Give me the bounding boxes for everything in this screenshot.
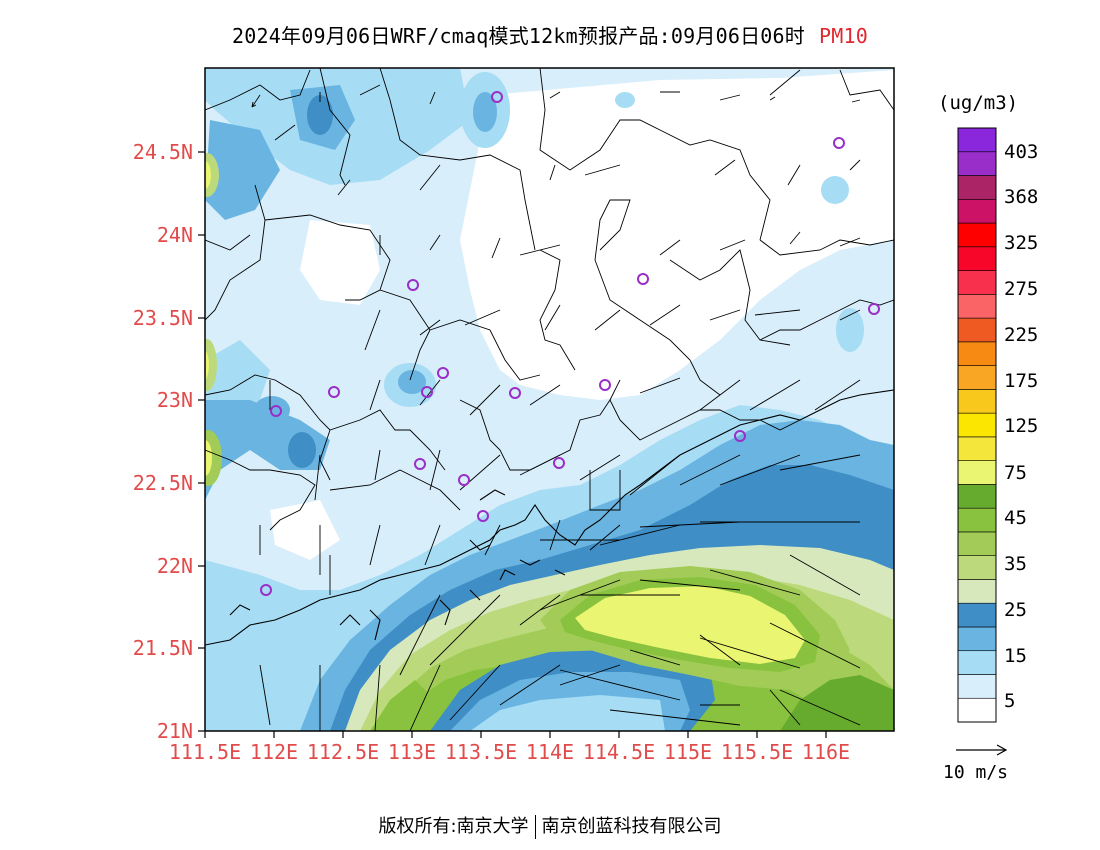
colorbar-swatch: [957, 317, 997, 343]
colorbar-frame: [957, 127, 997, 723]
colorbar-swatch: [957, 579, 997, 604]
colorbar-swatch: [957, 246, 997, 271]
colorbar-label: 225: [1004, 324, 1039, 346]
colorbar-swatch: [957, 412, 997, 438]
title-variable: PM10: [818, 24, 868, 48]
colorbar-label: 275: [1004, 278, 1039, 300]
colorbar-swatch: [957, 460, 997, 485]
colorbar-swatch: [957, 365, 997, 390]
coastline: [205, 389, 894, 646]
colorbar-label: 403: [1004, 141, 1039, 163]
copyright-separator: [534, 815, 536, 839]
colorbar-swatch: [957, 626, 997, 652]
x-tick-label: 113.5E: [444, 740, 518, 764]
colorbar-label: 368: [1004, 186, 1039, 208]
colorbar-swatch: [957, 198, 997, 224]
colorbar-swatch: [957, 697, 997, 723]
x-tick-label: 114.5E: [582, 740, 656, 764]
colorbar-label: 25: [1004, 599, 1027, 621]
colorbar-swatch: [957, 507, 997, 533]
colorbar-swatch: [957, 222, 997, 248]
colorbar-label: 15: [1004, 645, 1027, 667]
colorbar-units: (ug/m3): [938, 92, 1019, 114]
copyright: 版权所有:南京大学 南京创蓝科技有限公司: [0, 812, 1100, 839]
map-title: 2024年09月06日WRF/cmaq模式12km预报产品:09月06日06时 P…: [0, 20, 1100, 49]
colorbar-label: 75: [1004, 462, 1027, 484]
wind-reference-label: 10 m/s: [943, 762, 1009, 783]
colorbar-swatch: [957, 531, 997, 556]
colorbar-swatch: [957, 436, 997, 461]
x-tick-label: 116E: [801, 740, 851, 764]
colorbar-swatch: [957, 175, 997, 200]
colorbar-swatch: [957, 555, 997, 580]
colorbar-swatch: [957, 389, 997, 414]
colorbar: [957, 127, 997, 723]
colorbar-label: 5: [1004, 690, 1016, 712]
colorbar-label: 325: [1004, 232, 1039, 254]
colorbar-swatch: [957, 602, 997, 628]
y-tick-label: 24N: [156, 223, 193, 247]
x-tick-label: 113E: [387, 740, 437, 764]
wind-reference-arrow: [956, 744, 1008, 756]
concentration-field: [205, 68, 894, 731]
y-tick-label: 23N: [156, 388, 193, 412]
y-tick-label: 24.5N: [132, 140, 193, 164]
x-tick-label: 112.5E: [306, 740, 380, 764]
boundary-lines: [205, 68, 894, 541]
x-tick-label: 114E: [525, 740, 575, 764]
colorbar-swatch: [957, 484, 997, 509]
colorbar-swatch: [957, 294, 997, 319]
copyright-owner: 版权所有:南京大学: [378, 816, 529, 837]
y-tick-label: 22.5N: [132, 471, 193, 495]
y-tick-label: 21N: [156, 719, 193, 743]
colorbar-label: 45: [1004, 507, 1027, 529]
axis-ticks: [198, 151, 827, 738]
colorbar-label: 35: [1004, 553, 1027, 575]
wind-vectors: [251, 84, 861, 731]
colorbar-swatch: [957, 650, 997, 675]
colorbar-swatch: [957, 270, 997, 295]
colorbar-label: 175: [1004, 370, 1039, 392]
station-markers: [260, 91, 880, 596]
y-tick-label: 23.5N: [132, 306, 193, 330]
x-tick-label: 115.5E: [720, 740, 794, 764]
title-main: 2024年09月06日WRF/cmaq模式12km预报产品:09月06日06时: [232, 24, 805, 48]
y-tick-label: 21.5N: [132, 636, 193, 660]
copyright-company: 南京创蓝科技有限公司: [541, 816, 722, 837]
x-tick-label: 112E: [249, 740, 299, 764]
colorbar-swatch: [957, 341, 997, 366]
x-tick-label: 111.5E: [168, 740, 242, 764]
colorbar-swatch: [957, 151, 997, 176]
colorbar-swatch: [957, 674, 997, 699]
colorbar-label: 125: [1004, 415, 1039, 437]
colorbar-swatch: [957, 127, 997, 153]
x-tick-label: 115E: [663, 740, 713, 764]
y-tick-label: 22N: [156, 554, 193, 578]
